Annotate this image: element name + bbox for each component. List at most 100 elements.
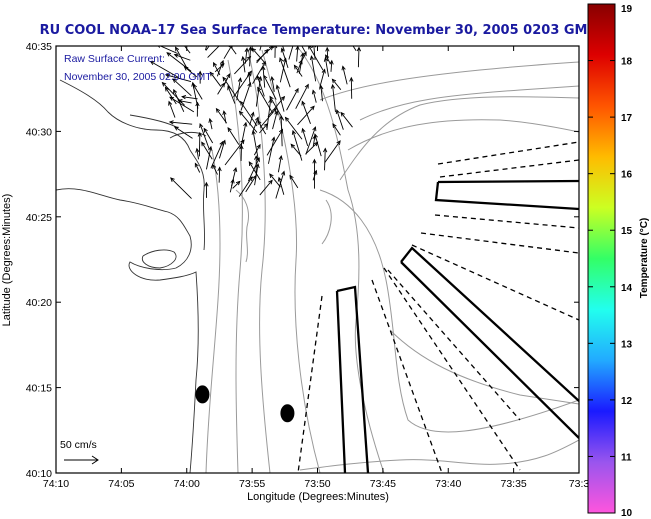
current-vector-head: [313, 133, 318, 139]
current-vector: [239, 111, 258, 133]
current-vector: [255, 76, 262, 107]
map-layers: Raw Surface Current: November 30, 2005 0…: [56, 39, 579, 473]
x-tick-label: 73:50: [304, 478, 330, 490]
current-vector-head: [209, 71, 215, 77]
current-vector-head: [254, 116, 260, 122]
current-vector-head: [175, 46, 180, 52]
current-vector-head: [280, 95, 286, 101]
current-vector-head: [161, 81, 167, 87]
current-vector-head: [278, 154, 283, 160]
x-tick-label: 73:45: [370, 478, 396, 490]
current-vector: [227, 86, 236, 104]
current-vector-head: [168, 120, 174, 125]
current-vector-head: [336, 140, 341, 145]
current-vector-head: [247, 81, 252, 87]
overlay-line-2: November 30, 2005 02:00 GMT: [64, 71, 212, 83]
current-vector-head: [219, 140, 224, 146]
current-vector: [232, 181, 241, 189]
x-tick-label: 73:55: [239, 478, 265, 490]
current-vector: [199, 123, 210, 149]
current-vector-head: [206, 39, 209, 43]
current-vector: [223, 73, 231, 86]
colorbar-ticks: 10 11 12 13 14 15 16 17 18 19: [588, 3, 633, 519]
current-vector-head: [248, 46, 253, 52]
current-vector-head: [290, 143, 296, 149]
current-vector: [234, 56, 251, 75]
current-vector-head: [275, 84, 280, 90]
current-vector-head: [168, 100, 173, 106]
current-vector: [201, 141, 213, 160]
surface-current-vectors: [149, 39, 362, 199]
current-vector: [218, 140, 226, 159]
current-vector-head: [203, 127, 208, 133]
current-vector-head: [261, 61, 266, 66]
current-vector: [280, 116, 283, 147]
current-vector-head: [278, 128, 284, 134]
current-vector-head: [173, 53, 179, 58]
current-vector: [357, 47, 360, 68]
current-vector: [174, 54, 191, 61]
coastline: [56, 79, 207, 473]
current-vector: [227, 127, 240, 145]
current-vector: [252, 130, 259, 161]
current-vector-head: [173, 88, 178, 94]
current-vector-head: [268, 98, 273, 104]
x-tick-label: 74:05: [108, 478, 134, 490]
current-vector-head: [257, 75, 263, 81]
current-vector-head: [304, 83, 309, 89]
current-vector: [216, 60, 224, 77]
current-vector-head: [309, 55, 315, 61]
current-vector-head: [349, 76, 354, 82]
current-vector-head: [272, 107, 277, 113]
current-vector: [285, 117, 303, 140]
current-vector-head: [244, 47, 249, 53]
current-vector-head: [264, 48, 269, 54]
scale-arrow: [64, 455, 99, 465]
current-vector: [165, 87, 177, 105]
current-vector-head: [310, 105, 315, 111]
current-vector: [168, 101, 176, 118]
current-vector-head: [164, 73, 170, 78]
current-vector: [330, 60, 333, 72]
current-vector-head: [301, 127, 306, 133]
chart-title: RU COOL NOAA–17 Sea Surface Temperature:…: [40, 23, 597, 38]
current-vector: [244, 48, 248, 64]
current-vector: [332, 78, 342, 90]
current-vector-head: [294, 46, 295, 47]
current-vector: [169, 96, 195, 113]
current-vector: [170, 177, 192, 199]
current-vector-head: [282, 57, 288, 63]
current-vector: [252, 117, 259, 133]
x-axis: 74:10 74:05 74:00 73:55 73:50 73:45 73:40 73:35…: [43, 46, 589, 490]
current-vector-head: [239, 100, 245, 106]
current-vector-head: [213, 61, 218, 67]
current-vector-head: [194, 162, 199, 168]
current-vector-head: [177, 99, 183, 104]
current-vector: [278, 177, 285, 195]
current-vector: [162, 82, 185, 106]
current-vector-head: [313, 169, 318, 175]
plot-area: Raw Surface Current: November 30, 2005 0…: [55, 39, 580, 474]
current-vector-head: [269, 95, 274, 101]
current-vector: [203, 128, 214, 144]
current-vector-head: [215, 107, 221, 113]
current-vector: [267, 96, 285, 117]
current-vector: [217, 83, 225, 95]
current-vector-head: [341, 65, 346, 71]
current-vector: [206, 146, 212, 170]
current-vector-head: [240, 139, 245, 145]
scale-arrow-label: 50 cm/s: [60, 439, 97, 451]
current-vector: [192, 84, 203, 100]
current-vector: [175, 47, 188, 69]
current-vector: [279, 58, 287, 83]
current-vector-head: [330, 83, 336, 89]
current-vector-head: [257, 120, 262, 125]
current-vector: [336, 109, 344, 130]
colorbar-tick-label: 16: [621, 170, 633, 181]
current-vector: [178, 100, 192, 104]
current-vector-head: [332, 123, 337, 128]
current-vector: [269, 173, 281, 188]
current-vector-head: [251, 129, 256, 135]
current-vector-head: [172, 78, 178, 83]
